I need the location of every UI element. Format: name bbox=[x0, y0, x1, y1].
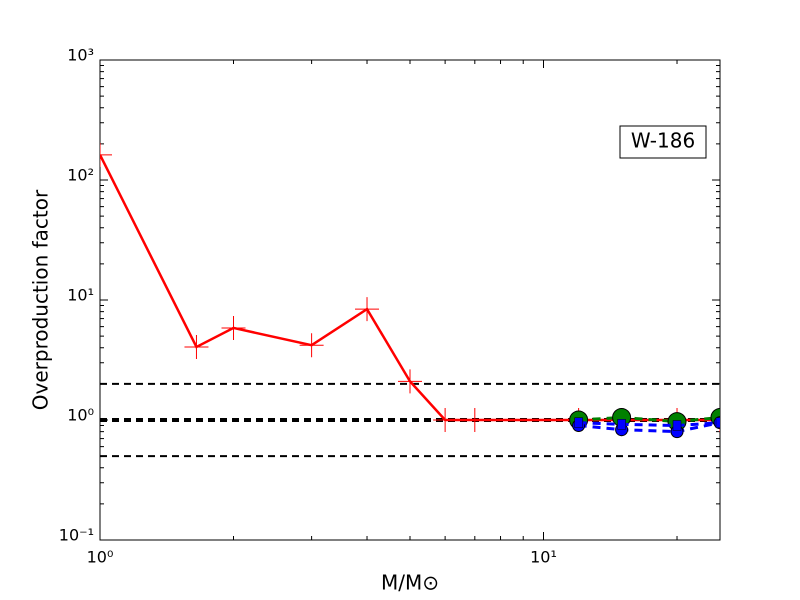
annotation-box bbox=[619, 125, 707, 159]
marker bbox=[715, 417, 720, 428]
annotation: W-186 bbox=[631, 129, 695, 153]
marker bbox=[574, 417, 583, 428]
marker bbox=[433, 408, 458, 432]
marker bbox=[100, 142, 112, 167]
y-tick-label: 10⁻¹ bbox=[59, 526, 94, 545]
x-tick-label: 10¹ bbox=[530, 548, 557, 567]
x-tick-label: 10⁰ bbox=[87, 548, 114, 567]
marker bbox=[221, 315, 246, 340]
marker bbox=[462, 408, 487, 432]
marker bbox=[355, 297, 380, 322]
marker bbox=[299, 333, 324, 358]
y-tick-label: 10⁰ bbox=[67, 406, 94, 425]
marker bbox=[398, 369, 422, 394]
series-line bbox=[578, 421, 720, 434]
x-axis-label: M/M⊙ bbox=[381, 571, 439, 595]
series-line bbox=[578, 421, 720, 427]
marker bbox=[672, 420, 682, 431]
marker bbox=[184, 334, 209, 359]
y-axis-label: Overproduction factor bbox=[29, 189, 53, 410]
y-tick-label: 10² bbox=[67, 166, 94, 185]
y-tick-label: 10¹ bbox=[67, 286, 94, 305]
y-tick-label: 10³ bbox=[67, 46, 94, 65]
series-line bbox=[578, 415, 720, 424]
marker bbox=[617, 419, 626, 430]
